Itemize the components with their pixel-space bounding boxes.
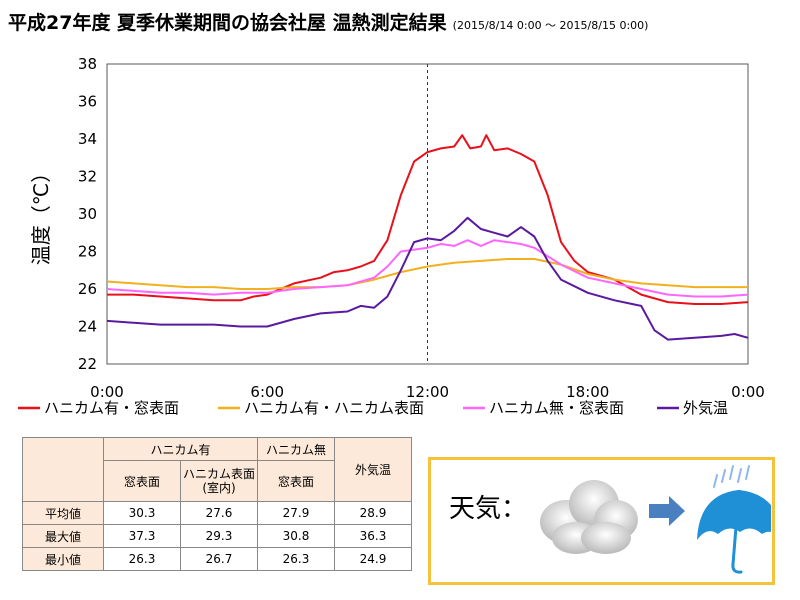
page-title: 平成27年度 夏季休業期間の協会社屋 温熱測定結果 (2015/8/14 0:00… (8, 8, 648, 35)
table-cell: 30.8 (257, 524, 335, 548)
table-row: 最大値 37.3 29.3 30.8 36.3 (22, 524, 412, 548)
table-cell: 28.9 (334, 501, 412, 525)
table-cell: 30.3 (103, 501, 181, 525)
header-window-surface-2: 窓表面 (257, 460, 335, 502)
table-cell: 36.3 (334, 524, 412, 548)
header-outdoor: 外気温 (334, 437, 412, 502)
table-row: 平均値 30.3 27.6 27.9 28.9 (22, 501, 412, 525)
table-cell: 29.3 (180, 524, 258, 548)
y-axis-label: 温度（℃） (29, 163, 53, 265)
table-cell: 27.6 (180, 501, 258, 525)
table-cell: 27.9 (257, 501, 335, 525)
x-tick-label: 0:00 (90, 383, 124, 401)
header-window-surface: 窓表面 (103, 460, 181, 502)
table-cell: 26.3 (257, 547, 335, 571)
header-honeycomb-no: ハニカム無 (257, 437, 335, 461)
table-cell: 24.9 (334, 547, 412, 571)
table-cell: 26.7 (180, 547, 258, 571)
y-tick-label: 24 (78, 318, 97, 336)
y-tick-label: 34 (78, 130, 97, 148)
series-line-4 (106, 216, 749, 341)
y-tick-label: 28 (78, 243, 97, 261)
x-tick-label: 18:00 (566, 383, 609, 401)
y-tick-label: 36 (78, 93, 97, 111)
umbrella-rain-icon (697, 465, 771, 574)
x-tick-label: 12:00 (406, 383, 449, 401)
weather-box: 天気： (428, 457, 775, 585)
row-label: 平均値 (22, 501, 104, 525)
series-line-2 (106, 258, 748, 290)
weather-icons (540, 465, 771, 574)
x-tick-label: 0:00 (731, 383, 765, 401)
header-honeycomb-yes: ハニカム有 (103, 437, 258, 461)
chart-title: 平成27年度 夏季休業期間の協会社屋 温熱測定結果 (8, 12, 447, 34)
series-line-3 (106, 239, 749, 298)
table-corner (22, 437, 104, 502)
legend-label: ハニカム有・窓表面 (44, 399, 179, 417)
legend-label: 外気温 (683, 399, 728, 417)
table-row: 最小値 26.3 26.7 26.3 24.9 (22, 547, 412, 571)
legend-label: ハニカム無・窓表面 (489, 399, 624, 417)
row-label: 最大値 (22, 524, 104, 548)
plot-frame (106, 63, 749, 365)
weather-label: 天気： (449, 494, 528, 524)
y-tick-label: 22 (78, 355, 97, 373)
honeycomb-surface-label: ハニカム表面 (183, 467, 256, 481)
x-tick-label: 6:00 (250, 383, 284, 401)
table-cell: 26.3 (103, 547, 181, 571)
legend-label: ハニカム有・ハニカム表面 (244, 399, 424, 417)
y-tick-label: 26 (78, 280, 97, 298)
row-label: 最小値 (22, 547, 104, 571)
temperature-chart: 22 24 26 28 30 32 34 36 38 0:00 6:00 12:00 18:00 0:0… (18, 55, 765, 417)
y-tick-label: 38 (78, 55, 97, 73)
header-honeycomb-surface: ハニカム表面 (室内) (180, 460, 258, 502)
y-tick-label: 32 (78, 168, 97, 186)
stats-table: ハニカム有 ハニカム無 外気温 窓表面 ハニカム表面 (室内) 窓表面 平均値 3… (22, 437, 412, 571)
date-range: (2015/8/14 0:00 ～ 2015/8/15 0:00) (452, 19, 649, 32)
cloud-icon (540, 480, 638, 554)
table-cell: 37.3 (103, 524, 181, 548)
y-tick-label: 30 (78, 205, 97, 223)
series-line-1 (107, 134, 749, 305)
arrow-right-icon (649, 496, 685, 526)
honeycomb-surface-sub: (室内) (202, 481, 236, 495)
